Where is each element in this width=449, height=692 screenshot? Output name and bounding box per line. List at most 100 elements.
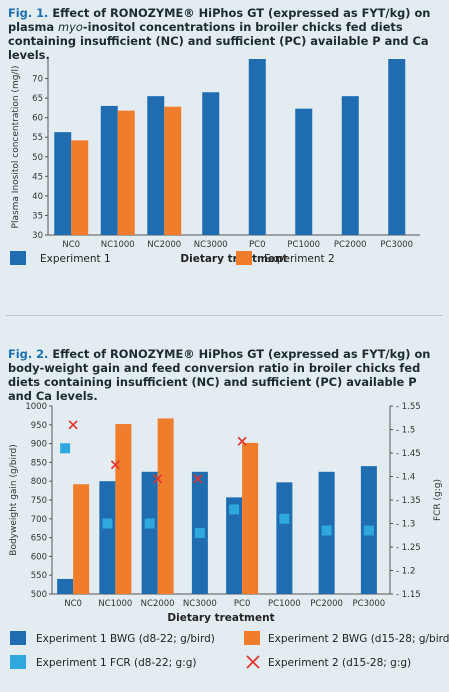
fig1-title-em: myo: [58, 20, 83, 34]
marker-experiment-2-fcr: [110, 460, 120, 470]
y-axis-label: Bodyweight gain (g/bird): [9, 444, 19, 555]
y-tick-label: 950: [31, 421, 47, 431]
x-tick-label: NC3000: [183, 599, 217, 609]
marker-experiment-2-fcr: [153, 474, 163, 484]
legend-swatch-exp1-fcr: [10, 655, 26, 669]
x-tick-label: NC3000: [194, 240, 228, 250]
y2-tick-label: - 1.4: [396, 473, 415, 483]
x-tick-label: NC1000: [98, 599, 132, 609]
y-tick-label: 550: [31, 571, 47, 581]
bar-experiment-1: [147, 96, 165, 236]
marker-experiment-1-fcr: [279, 513, 290, 524]
x-tick-label: PC2000: [310, 599, 343, 609]
x-tick-label: NC0: [64, 599, 82, 609]
marker-experiment-1-fcr: [102, 518, 113, 529]
x-tick-label: PC3000: [380, 240, 413, 250]
y2-tick-label: - 1.45: [396, 449, 421, 459]
y-tick-label: 50: [32, 153, 43, 163]
chart-2: 500 550 600 650 700 750 800 850 900 950 1000 - 1.15…: [9, 402, 449, 669]
y2-tick-label: - 1.15: [396, 590, 421, 600]
bar-experiment-2-bwg: [157, 418, 174, 594]
marker-experiment-2-fcr: [193, 474, 203, 484]
bar-experiment-2-bwg: [242, 442, 259, 594]
x-tick-label: PC2000: [334, 240, 367, 250]
fig1-label: Fig. 1.: [8, 6, 49, 20]
separator: [6, 315, 443, 316]
x-tick-label: PC0: [249, 240, 265, 250]
bar-experiment-1: [388, 59, 406, 235]
y-tick-label: 70: [32, 75, 43, 85]
legend-label-exp2-bwg: Experiment 2 BWG (d15-28; g/bird): [268, 633, 449, 645]
fig2-title-text: Effect of RONOZYME® HiPhos GT (expressed…: [8, 347, 431, 403]
y-tick-label: 55: [32, 133, 43, 143]
y-axis-label: Plasma Inositol concentration (mg/l): [11, 66, 21, 229]
legend-swatch-experiment-2: [236, 251, 252, 265]
y2-tick-label: - 1.35: [396, 496, 421, 506]
bar-experiment-2-bwg: [115, 424, 132, 594]
bar-experiment-1-bwg: [141, 471, 158, 594]
legend-label-exp2-fcr: Experiment 2 (d15-28; g:g): [268, 657, 411, 669]
x-tick-label: NC0: [62, 240, 80, 250]
y2-tick-label: - 1.3: [396, 520, 415, 530]
legend-label-exp1-bwg: Experiment 1 BWG (d8-22; g/bird): [36, 633, 215, 645]
marker-experiment-1-fcr: [363, 525, 374, 536]
marker-experiment-1-fcr: [194, 527, 205, 538]
marker-experiment-2-fcr: [68, 420, 78, 430]
marker-experiment-1-fcr: [144, 518, 155, 529]
y-tick-label: 850: [31, 458, 47, 468]
y2-tick-label: - 1.5: [396, 426, 415, 436]
y-tick-label: 650: [31, 534, 47, 544]
bar-experiment-1-bwg: [276, 482, 293, 594]
y2-tick-label: - 1.25: [396, 543, 421, 553]
chart-1: 30 35 40 45 50 55 60 65 70 Plasma Inositol concen…: [10, 59, 420, 265]
x-tick-label: NC1000: [101, 240, 135, 250]
fig2-label: Fig. 2.: [8, 347, 49, 361]
bar-experiment-2: [71, 140, 89, 235]
bar-experiment-2: [117, 110, 135, 235]
marker-experiment-2-fcr: [237, 436, 247, 446]
legend-label-experiment-2: Experiment 2: [264, 253, 335, 265]
y-tick-label: 800: [31, 477, 47, 487]
bar-experiment-1: [202, 92, 220, 235]
x-axis-label: Dietary treatment: [180, 253, 287, 265]
bar-experiment-2-bwg: [73, 484, 90, 594]
x-axis-label: Dietary treatment: [167, 612, 274, 624]
x-tick-label: PC1000: [268, 599, 301, 609]
y-tick-label: 40: [32, 192, 43, 202]
x-tick-label: PC1000: [287, 240, 320, 250]
bar-experiment-1: [248, 59, 266, 235]
y-tick-label: 700: [31, 515, 47, 525]
legend-label-exp1-fcr: Experiment 1 FCR (d8-22; g:g): [36, 657, 196, 669]
y-tick-label: 65: [32, 94, 43, 104]
bar-experiment-1-bwg: [99, 481, 116, 594]
fig1-title-part1: Effect of RONOZYME® HiPhos GT (expressed…: [8, 6, 431, 34]
x-tick-label: NC2000: [141, 599, 175, 609]
y-tick-label: 600: [31, 552, 47, 562]
y2-tick-label: - 1.55: [396, 402, 421, 412]
y-tick-label: 35: [32, 211, 43, 221]
x-tick-label: PC3000: [353, 599, 386, 609]
y-tick-label: 45: [32, 172, 43, 182]
marker-experiment-1-fcr: [60, 443, 71, 454]
legend-swatch-experiment-1: [10, 251, 26, 265]
y-tick-label: 1000: [25, 402, 47, 412]
marker-experiment-1-fcr: [229, 504, 240, 515]
bar-experiment-1: [341, 96, 359, 236]
legend-swatch-exp1-bwg: [10, 631, 26, 645]
bar-experiment-1: [100, 105, 118, 235]
bar-experiment-1: [295, 108, 313, 235]
bar-experiment-2: [164, 106, 182, 235]
y2-axis-label: FCR (g:g): [433, 479, 443, 521]
y2-tick-label: - 1.2: [396, 567, 415, 577]
fig1-title-part2: -inositol concentrations in broiler chic…: [8, 20, 429, 62]
legend-swatch-exp2-bwg: [244, 631, 260, 645]
fig2-title: Fig. 2. Effect of RONOZYME® HiPhos GT (e…: [8, 347, 440, 403]
y-tick-label: 500: [31, 590, 47, 600]
x-tick-label: PC0: [234, 599, 250, 609]
y-tick-label: 30: [32, 231, 43, 241]
bar-experiment-1-bwg: [57, 578, 74, 594]
bar-experiment-1: [54, 132, 72, 235]
legend-label-experiment-1: Experiment 1: [40, 253, 111, 265]
marker-experiment-1-fcr: [321, 525, 332, 536]
